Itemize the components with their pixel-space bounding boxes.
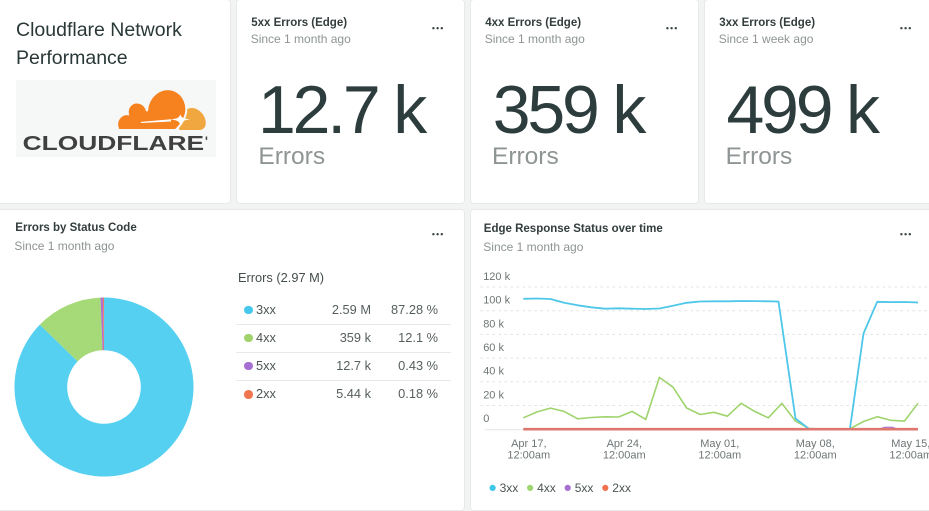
svg-text:60 k: 60 k	[483, 342, 504, 354]
svg-text:120 k: 120 k	[483, 270, 510, 282]
svg-text:Apr 17,: Apr 17,	[511, 438, 546, 450]
svg-text:12:00am: 12:00am	[889, 449, 929, 461]
svg-text:100 k: 100 k	[483, 294, 510, 306]
svg-text:12:00am: 12:00am	[602, 449, 645, 461]
svg-text:20 k: 20 k	[483, 389, 504, 401]
svg-text:12:00am: 12:00am	[698, 449, 741, 461]
svg-text:Apr 24,: Apr 24,	[606, 438, 641, 450]
svg-text:2xx: 2xx	[612, 480, 631, 494]
svg-text:3xx: 3xx	[499, 480, 518, 494]
svg-text:May 01,: May 01,	[700, 438, 739, 450]
svg-text:80 k: 80 k	[483, 318, 504, 330]
svg-text:4xx: 4xx	[537, 480, 556, 494]
svg-text:12:00am: 12:00am	[507, 449, 550, 461]
svg-text:May 08,: May 08,	[795, 438, 834, 450]
svg-text:40 k: 40 k	[483, 365, 504, 377]
svg-text:5xx: 5xx	[574, 480, 593, 494]
svg-text:0: 0	[483, 413, 489, 425]
svg-text:CLOUDFLARE: CLOUDFLARE	[23, 132, 205, 155]
svg-text:May 15,: May 15,	[891, 438, 929, 450]
svg-text:12:00am: 12:00am	[793, 449, 836, 461]
